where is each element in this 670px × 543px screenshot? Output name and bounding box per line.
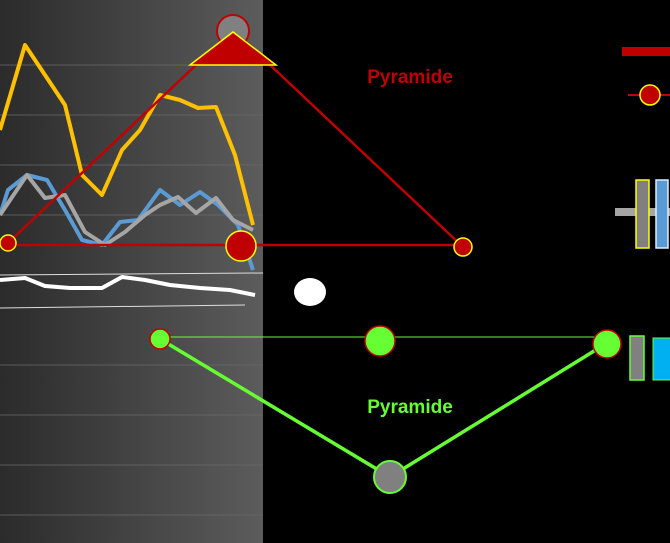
right-shapes [615, 47, 670, 381]
left-panel [0, 0, 263, 543]
white-line [0, 275, 256, 297]
thin-line [0, 272, 264, 276]
orange-line [0, 43, 255, 226]
red-node [0, 234, 17, 252]
gray-box [629, 335, 645, 381]
red-node [225, 230, 257, 262]
green-pyramid [149, 325, 622, 494]
red-marker [639, 84, 661, 106]
green-node [592, 329, 622, 359]
label: Pyramide [367, 397, 453, 418]
red-node [453, 237, 473, 257]
green-node [149, 328, 171, 350]
red-pyramid [0, 14, 473, 262]
gray-line [0, 173, 254, 247]
cyan-box [652, 337, 670, 381]
gray-box [635, 179, 650, 249]
red-bar [622, 47, 670, 56]
green-node [364, 325, 396, 357]
thin-line [0, 304, 246, 309]
bottom-node [373, 460, 407, 494]
panel-lines [0, 64, 263, 516]
red-triangle [187, 31, 279, 66]
label: Pyramide [367, 67, 453, 88]
blue-box [655, 179, 669, 249]
white-dot [294, 278, 326, 306]
decor-lines [0, 43, 264, 309]
